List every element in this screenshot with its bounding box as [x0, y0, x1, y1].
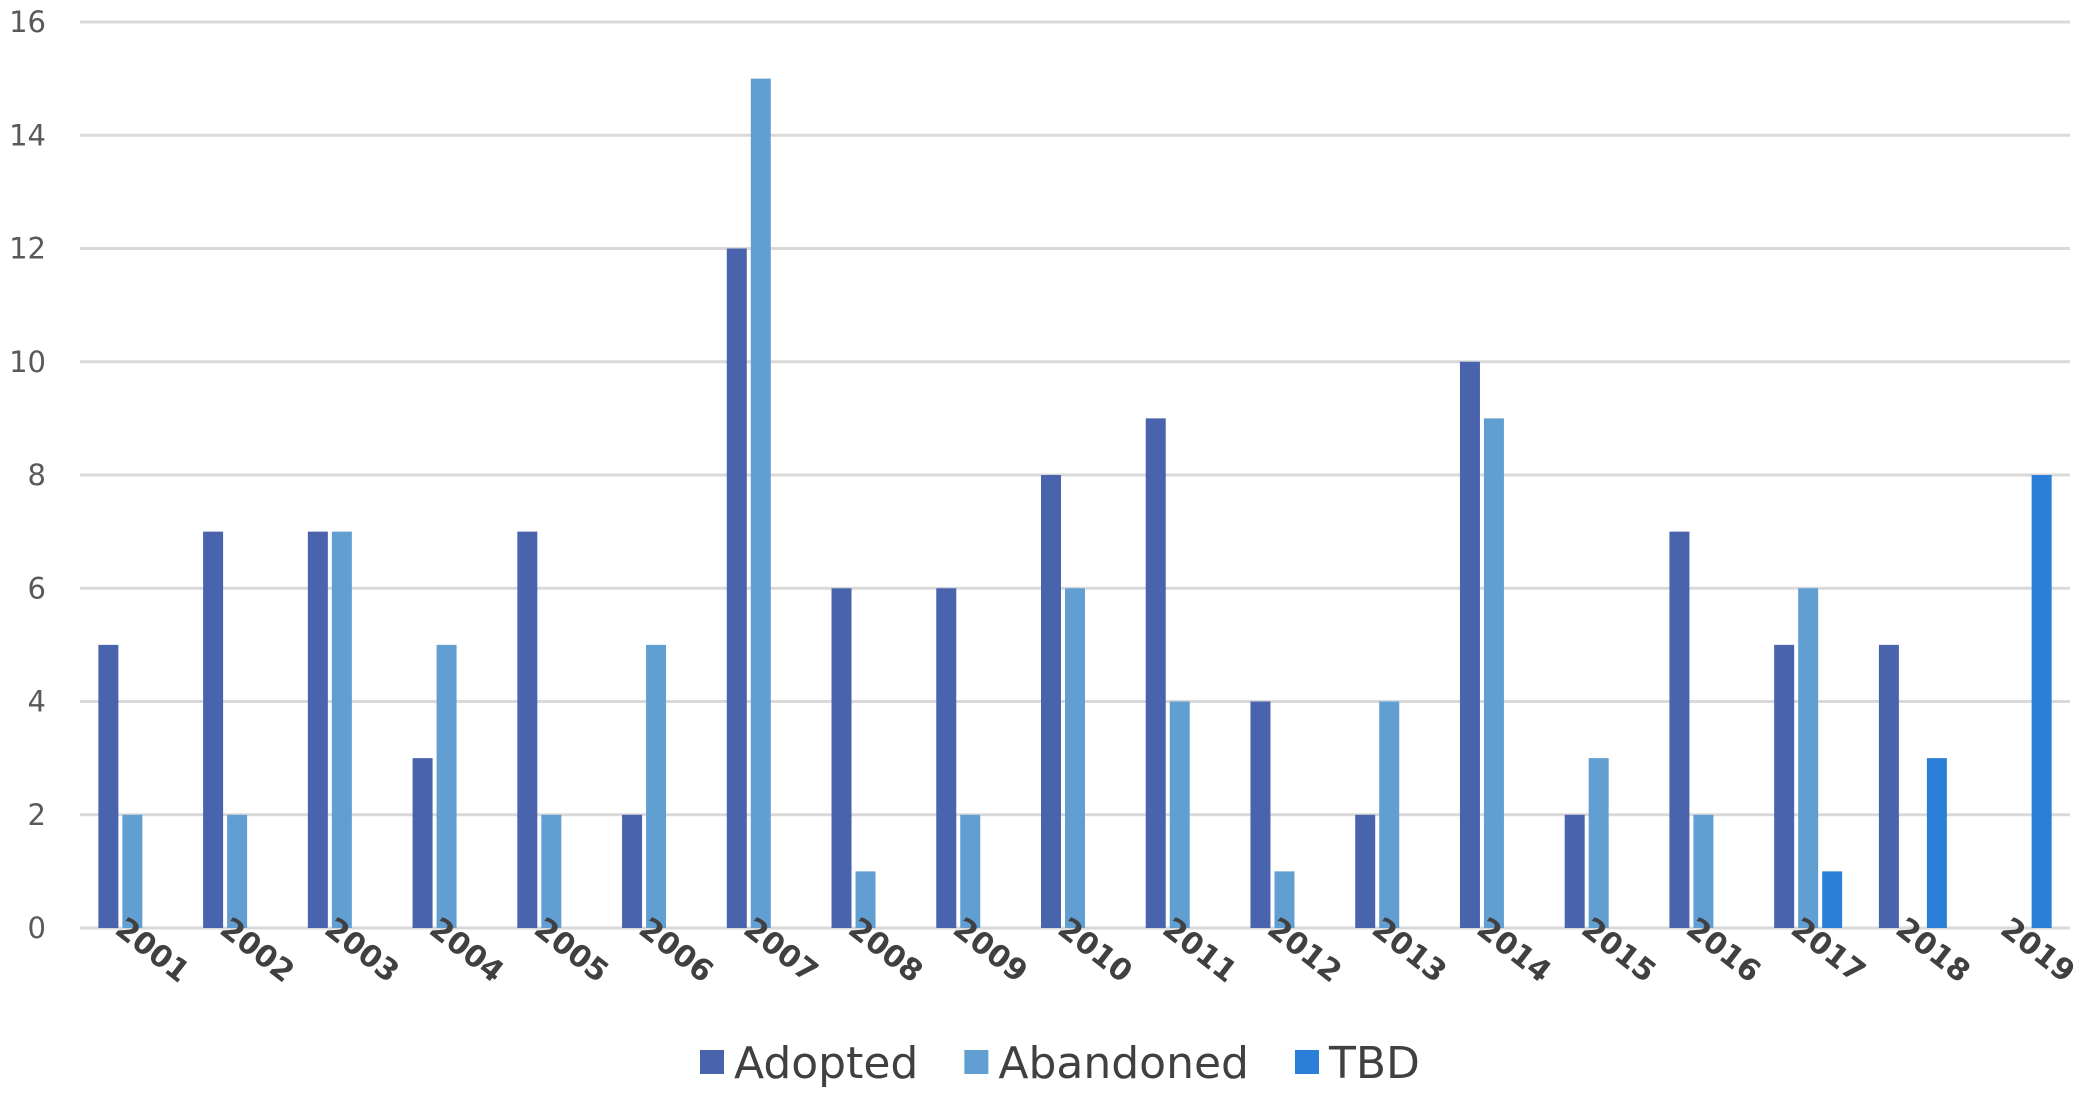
x-tick-label: 2013 [1365, 911, 1452, 990]
bar-abandoned-2005 [541, 814, 562, 928]
y-tick-label: 14 [9, 118, 46, 152]
y-tick-label: 8 [28, 458, 46, 492]
bar-abandoned-2002 [227, 814, 248, 928]
legend-swatch [964, 1050, 989, 1074]
legend-label: Adopted [734, 1038, 918, 1089]
y-tick-label: 12 [9, 232, 46, 266]
bar-abandoned-2015 [1588, 758, 1609, 928]
x-tick-label: 2006 [632, 911, 719, 990]
bar-adopted-2004 [412, 758, 433, 928]
bar-abandoned-2014 [1483, 418, 1504, 928]
y-tick-label: 16 [9, 5, 46, 39]
bar-adopted-2009 [936, 588, 957, 928]
legend-swatch [700, 1050, 724, 1074]
x-tick-label: 2003 [318, 911, 405, 990]
y-axis-ticks: 0 2 4 6 8 10 12 14 16 [9, 5, 46, 945]
legend-swatch [1294, 1050, 1319, 1074]
x-tick-label: 2002 [213, 911, 300, 990]
bar-abandoned-2003 [331, 531, 352, 928]
bar-adopted-2003 [307, 531, 328, 928]
x-tick-label: 2005 [527, 911, 614, 990]
legend-label: Abandoned [998, 1038, 1249, 1089]
y-tick-label: 0 [28, 911, 46, 945]
bar-adopted-2002 [203, 531, 224, 928]
bar-abandoned-2001 [122, 814, 143, 928]
bar-abandoned-2017 [1798, 588, 1819, 928]
x-tick-label: 2008 [842, 911, 929, 990]
bar-adopted-2013 [1355, 814, 1376, 928]
y-tick-label: 10 [9, 345, 46, 379]
x-tick-label: 2012 [1261, 911, 1348, 990]
y-tick-label: 6 [28, 571, 46, 605]
x-tick-label: 2004 [423, 911, 510, 990]
bar-tbd-2018 [1926, 758, 1947, 928]
x-tick-label: 2011 [1156, 911, 1243, 990]
legend-label: TBD [1328, 1038, 1420, 1089]
y-tick-label: 4 [28, 685, 46, 719]
bar-abandoned-2012 [1274, 871, 1295, 928]
bar-adopted-2016 [1669, 531, 1690, 928]
x-tick-label: 2010 [1051, 911, 1138, 990]
bar-adopted-2005 [517, 531, 538, 928]
bar-abandoned-2016 [1693, 814, 1714, 928]
bar-abandoned-2013 [1379, 701, 1400, 928]
bar-adopted-2010 [1041, 475, 1061, 928]
bar-abandoned-2004 [436, 644, 457, 928]
bar-abandoned-2007 [750, 78, 771, 928]
bars [98, 78, 2052, 928]
bar-adopted-2018 [1878, 644, 1899, 928]
bar-adopted-2006 [622, 814, 643, 928]
legend: Adopted Abandoned TBD [700, 1038, 1420, 1089]
bar-adopted-2008 [831, 588, 852, 928]
bar-tbd-2017 [1822, 871, 1843, 928]
bar-adopted-2012 [1250, 701, 1271, 928]
bar-adopted-2014 [1459, 361, 1480, 928]
x-tick-label: 2016 [1680, 911, 1767, 990]
x-tick-label: 2015 [1575, 911, 1662, 990]
bar-adopted-2017 [1774, 644, 1795, 928]
bar-abandoned-2006 [646, 644, 667, 928]
bar-abandoned-2010 [1065, 588, 1085, 928]
bar-abandoned-2009 [960, 814, 981, 928]
bar-adopted-2007 [726, 248, 747, 928]
bar-adopted-2001 [98, 644, 119, 928]
y-tick-label: 2 [28, 798, 46, 832]
gridlines [80, 20, 2070, 930]
x-tick-label: 2014 [1470, 911, 1557, 990]
x-tick-label: 2007 [737, 911, 824, 990]
bar-adopted-2015 [1564, 814, 1585, 928]
bar-tbd-2019 [2031, 475, 2052, 928]
x-tick-label: 2001 [109, 911, 196, 990]
bar-adopted-2011 [1145, 418, 1166, 928]
x-tick-label: 2009 [946, 911, 1033, 990]
bar-abandoned-2008 [855, 871, 876, 928]
bar-abandoned-2011 [1169, 701, 1190, 928]
